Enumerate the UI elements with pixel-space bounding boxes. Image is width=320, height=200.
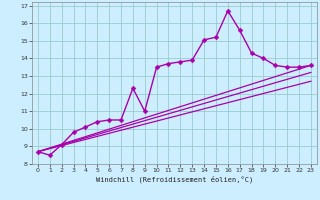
X-axis label: Windchill (Refroidissement éolien,°C): Windchill (Refroidissement éolien,°C) [96,176,253,183]
